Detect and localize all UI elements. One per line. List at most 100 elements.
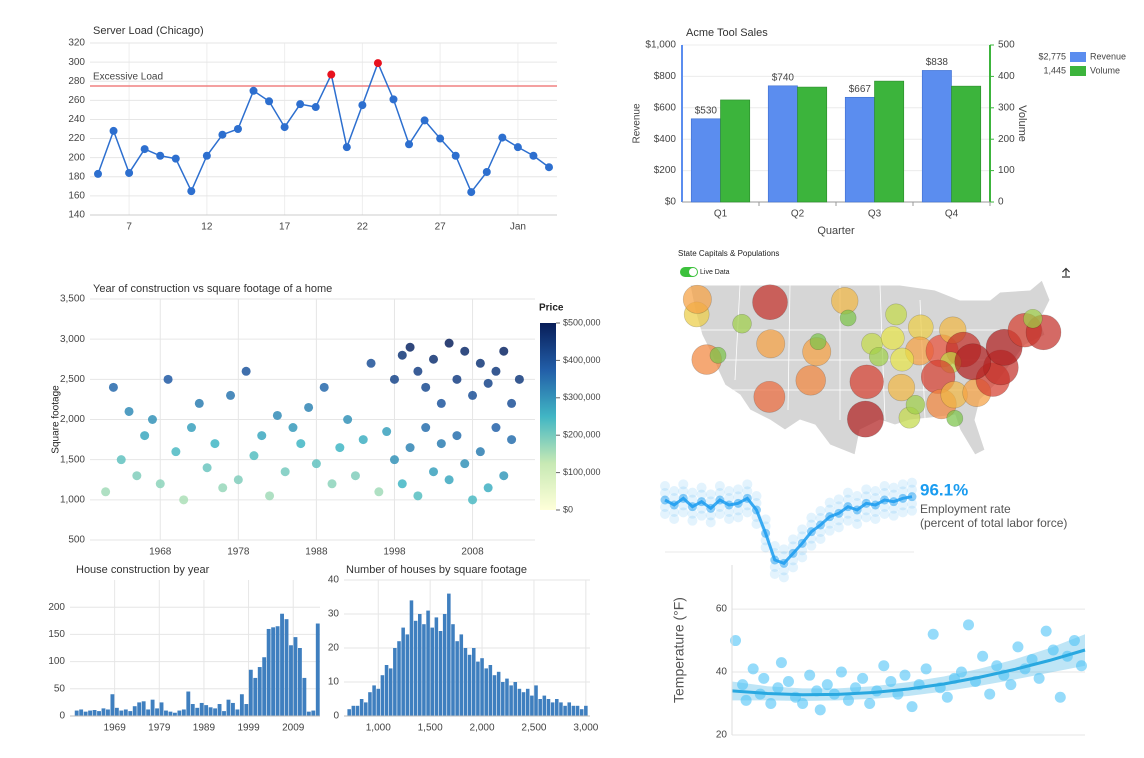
bubble [946,409,964,427]
bubble [831,287,859,315]
point [436,439,446,449]
point [358,101,367,110]
export-icon[interactable] [1062,267,1070,278]
point [249,86,258,95]
point [420,116,429,125]
bar [384,665,389,716]
bar [422,624,426,716]
point [507,398,517,408]
point [444,338,454,348]
point [513,143,522,152]
headline-label: Employment rate [920,502,1011,516]
toggle-knob[interactable] [689,268,697,276]
colorbar-tick-label: $200,000 [563,430,601,440]
bead [815,513,826,523]
chart-title: State Capitals & Populations [678,249,779,258]
point [413,491,423,501]
bar [271,627,276,716]
bar [417,614,422,716]
point [358,435,368,445]
bead [806,519,817,530]
bar [471,648,476,716]
bar [226,699,231,716]
point [475,358,485,368]
x-tick-label: Q1 [714,209,728,220]
line [97,61,550,194]
bar [123,709,128,716]
bar [559,702,563,716]
legend-swatch [1070,52,1086,62]
x-tick-label: 1988 [305,547,328,558]
point [405,342,415,352]
point [124,406,134,416]
bead [778,544,789,555]
y-tick-label: $200 [654,165,677,176]
point [499,471,509,481]
bead [678,500,689,511]
bead [852,498,863,508]
y-tick-label: 150 [48,629,65,640]
bead [687,487,698,498]
y-tick-label: 0 [333,711,339,722]
bar [293,637,298,716]
bar [74,710,79,716]
y-axis-label: Revenue [632,103,643,143]
x-tick-label: 22 [357,222,369,233]
bar [463,648,468,716]
bar [128,711,133,716]
bar [364,702,368,716]
point [861,498,871,508]
point [405,443,415,453]
bar [359,699,364,716]
bead [852,512,863,522]
bar [150,699,155,716]
bar [538,699,542,716]
point [825,512,835,522]
y-tick-label: 3,000 [60,334,85,345]
bead [714,481,725,491]
bead [705,517,716,528]
colorbar-tick-label: $100,000 [563,467,601,477]
point [842,694,854,706]
y-tick-label: 10 [328,677,340,688]
point [94,169,102,178]
point [788,548,798,558]
point [202,463,212,473]
point [491,366,501,376]
bead [714,509,725,519]
point [179,495,189,505]
bar [438,631,443,716]
bar [231,702,235,716]
bar [195,707,200,716]
point [899,669,911,681]
bar [720,99,751,203]
point [770,555,780,565]
y-tick-label: 2,000 [60,414,85,425]
point [468,390,478,400]
bar [110,694,115,716]
bead [760,514,771,525]
x-tick-label: 2009 [282,723,305,734]
x-tick-label: 1,500 [418,723,443,734]
bead [833,522,844,533]
y-tick-label: 20 [328,643,340,654]
point [265,97,274,106]
bar [101,708,106,716]
chart-title: Year of construction vs square footage o… [93,283,332,295]
legend-label: Revenue [1090,51,1126,61]
point [804,669,816,681]
point [740,694,752,706]
point [233,125,242,133]
bar [951,85,982,203]
y-tick-label: $400 [654,134,677,145]
bar [921,70,952,203]
bead [678,486,689,497]
y-tick-label: 40 [328,575,340,586]
bar [239,694,244,716]
point [304,402,314,412]
bead [669,514,680,524]
bar [315,623,320,716]
bead [861,512,872,523]
bead [833,501,844,512]
bead [733,512,744,523]
